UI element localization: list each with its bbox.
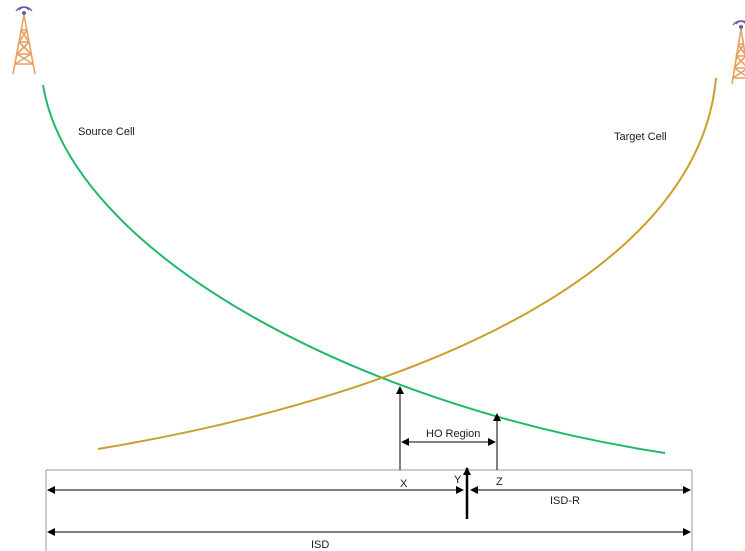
target-cell-signal-curve [97, 77, 717, 450]
x-label: X [400, 478, 408, 490]
source-cell-label: Source Cell [78, 126, 135, 138]
y-label: Y [454, 474, 462, 486]
signal-waves-icon [15, 6, 33, 12]
source-tower-icon [12, 6, 36, 75]
signal-waves-icon [732, 20, 745, 26]
baseline-frame [45, 469, 693, 551]
target-cell-label: Target Cell [614, 131, 667, 143]
z-label: Z [496, 476, 503, 488]
ho-region-label: HO Region [426, 428, 480, 440]
isd-label: ISD [311, 539, 329, 551]
target-tower-icon [731, 20, 745, 85]
isd-r-label: ISD-R [550, 495, 580, 507]
source-cell-signal-curve [42, 84, 666, 454]
